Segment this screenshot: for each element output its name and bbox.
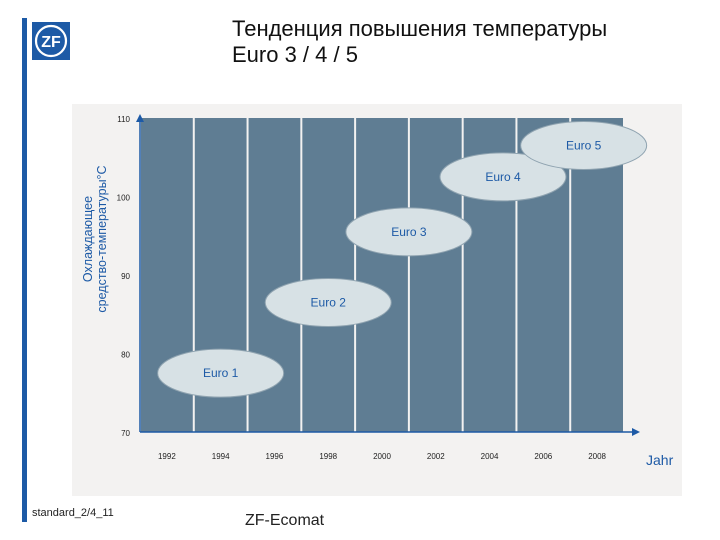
y-tick-label-90: 90 bbox=[121, 272, 130, 281]
y-tick-label-110: 110 bbox=[117, 115, 130, 124]
y-axis-label: Охлаждающее средство-температуры°C bbox=[78, 154, 112, 324]
euro-3-label: Euro 3 bbox=[391, 225, 427, 239]
title-line-2: Euro 3 / 4 / 5 bbox=[232, 42, 358, 67]
y-axis-label-line-1: Охлаждающее bbox=[81, 195, 95, 283]
zf-logo-icon: ZF bbox=[34, 24, 68, 58]
x-tick-label-1996: 1996 bbox=[266, 452, 284, 461]
euro-2-bubble bbox=[264, 277, 392, 327]
x-tick-label-2000: 2000 bbox=[373, 452, 391, 461]
euro-1-bubble bbox=[157, 348, 285, 398]
euro-4-bubble bbox=[439, 152, 567, 202]
x-axis-label: Jahr bbox=[646, 452, 674, 468]
title-line-1: Тенденция повышения температуры bbox=[232, 16, 608, 41]
y-tick-label-80: 80 bbox=[121, 351, 130, 360]
euro-1-label: Euro 1 bbox=[203, 366, 239, 380]
x-tick-label-1998: 1998 bbox=[319, 452, 337, 461]
x-tick-label-2008: 2008 bbox=[588, 452, 606, 461]
y-axis-arrow bbox=[136, 114, 144, 122]
x-tick-label-1992: 1992 bbox=[158, 452, 176, 461]
x-tick-label-2004: 2004 bbox=[481, 452, 499, 461]
euro-4-label: Euro 4 bbox=[485, 170, 521, 184]
chart: 110 100 90 80 70 1992 1994 1996 1998 2000 2002 2004… bbox=[117, 114, 648, 461]
bar-2008 bbox=[571, 118, 623, 432]
bar-1998 bbox=[302, 118, 355, 432]
euro-3-bubble bbox=[345, 207, 473, 257]
footer-slide-id: standard_2/4_11 bbox=[32, 507, 114, 519]
y-tick-label-100: 100 bbox=[117, 194, 131, 203]
euro-5-label: Euro 5 bbox=[566, 138, 602, 152]
x-axis-arrow bbox=[632, 428, 640, 436]
footer-product-name: ZF-Ecomat bbox=[245, 512, 325, 529]
x-tick-label-2006: 2006 bbox=[534, 452, 552, 461]
y-tick-label-70: 70 bbox=[121, 429, 130, 438]
zf-logo-text: ZF bbox=[41, 34, 61, 51]
bar-2000 bbox=[356, 118, 408, 432]
zf-logo: ZF bbox=[32, 22, 70, 60]
left-accent-bar bbox=[22, 18, 27, 522]
euro-2-label: Euro 2 bbox=[311, 295, 347, 309]
euro-5-bubble bbox=[520, 120, 648, 170]
page-title: Тенденция повышения температуры Euro 3 /… bbox=[232, 16, 607, 68]
x-tick-label-1994: 1994 bbox=[212, 452, 230, 461]
x-tick-label-2002: 2002 bbox=[427, 452, 445, 461]
y-axis-label-line-2: средство-температуры°C bbox=[95, 165, 109, 313]
